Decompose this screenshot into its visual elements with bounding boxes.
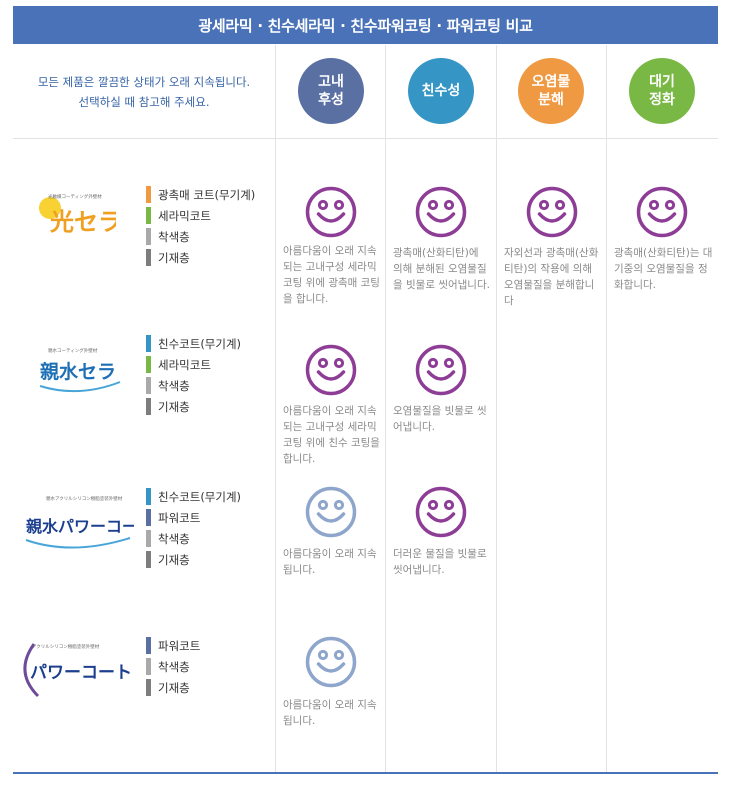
header-label: 대기 bbox=[649, 74, 675, 90]
layer-label: 기재층 bbox=[158, 552, 190, 567]
logo-subtitle: 光触媒コーティング外壁材 bbox=[48, 193, 102, 200]
layer-item: 광촉매 코트(무기계) bbox=[146, 184, 255, 205]
smiley-icon bbox=[305, 636, 357, 688]
cell-description: 아름다움이 오래 지속되는 고내구성 세라믹 코팅 위에 광촉매 코팅을 합니다… bbox=[283, 245, 380, 305]
cell-description: 광촉매(산화티탄)에 의해 분해된 오염물질을 빗물로 씻어냅니다. bbox=[393, 247, 490, 291]
layer-item: 기재층 bbox=[146, 247, 255, 268]
layer-label: 기재층 bbox=[158, 250, 190, 265]
product-logo-shinsui-sera: 親水コーティング外壁材 親水セラ bbox=[39, 347, 121, 393]
bottom-border bbox=[13, 772, 718, 774]
cell-description: 아름다움이 오래 지속됩니다. bbox=[283, 699, 377, 727]
header-label: 정화 bbox=[649, 92, 675, 108]
layer-item: 세라믹코트 bbox=[146, 205, 255, 226]
layer-item: 착색층 bbox=[146, 226, 255, 247]
smiley-icon bbox=[415, 344, 467, 396]
smiley-icon bbox=[305, 344, 357, 396]
column-divider bbox=[496, 45, 497, 772]
layer-label: 세라믹코트 bbox=[158, 208, 211, 223]
layer-item: 착색층 bbox=[146, 656, 200, 677]
header-label: 분해 bbox=[538, 92, 564, 108]
header-divider bbox=[13, 138, 718, 139]
smiley-icon bbox=[305, 486, 357, 538]
layer-label: 세라믹코트 bbox=[158, 357, 211, 372]
layer-item: 기재층 bbox=[146, 396, 241, 417]
layer-item: 기재층 bbox=[146, 549, 241, 570]
header-circle-hydrophilic: 친수성 bbox=[408, 58, 474, 124]
layer-item: 친수코트(무기계) bbox=[146, 486, 241, 507]
page-title: 광세라믹 · 친수세라믹 · 친수파워코팅 · 파워코팅 비교 bbox=[13, 6, 718, 44]
logo-text: 親水パワーコート bbox=[26, 517, 134, 536]
logo-text: 親水セラ bbox=[40, 360, 116, 383]
product-logo-shinsui-power-coat: 親水アクリルシリコン樹脂塗装外壁材 親水パワーコート bbox=[25, 495, 134, 549]
cell-description: 오염물질을 빗물로 씻어냅니다. bbox=[393, 405, 487, 433]
smiley-icon bbox=[636, 186, 688, 238]
layer-label: 착색층 bbox=[158, 229, 190, 244]
layer-item: 친수코트(무기계) bbox=[146, 333, 241, 354]
layer-list: 친수코트(무기계) 세라믹코트 착색층 기재층 bbox=[146, 333, 241, 417]
cell-description: 광촉매(산화티탄)는 대기중의 오염물질을 정화합니다. bbox=[614, 247, 713, 291]
layer-label: 파워코트 bbox=[158, 510, 201, 525]
logo-subtitle: 親水コーティング外壁材 bbox=[48, 347, 98, 354]
column-divider bbox=[606, 45, 607, 772]
logo-text: 光セラ bbox=[49, 208, 116, 236]
layer-item: 기재층 bbox=[146, 677, 200, 698]
column-divider bbox=[385, 45, 386, 772]
smiley-icon bbox=[305, 186, 357, 238]
intro-line-2: 선택하실 때 참고해 주세요. bbox=[78, 95, 210, 109]
cell-description: 아름다움이 오래 지속되는 고내구성 세라믹 코팅 위에 친수 코팅을 합니다. bbox=[283, 405, 380, 465]
layer-label: 기재층 bbox=[158, 399, 190, 414]
smiley-icon bbox=[415, 186, 467, 238]
product-logo-hikari-sera: 光触媒コーティング外壁材 光セラ bbox=[39, 193, 116, 236]
intro-line-1: 모든 제품은 깔끔한 상태가 오래 지속됩니다. bbox=[37, 75, 251, 89]
layer-item: 파워코트 bbox=[146, 635, 200, 656]
logo-subtitle: アクリルシリコン樹脂塗装外壁材 bbox=[32, 643, 100, 650]
layer-label: 착색층 bbox=[158, 659, 190, 674]
smiley-icon bbox=[526, 186, 578, 238]
header-label: 오염물 bbox=[531, 74, 571, 90]
layer-label: 착색층 bbox=[158, 531, 190, 546]
layer-item: 세라믹코트 bbox=[146, 354, 241, 375]
product-logo-power-coat: アクリルシリコン樹脂塗装外壁材 パワーコート bbox=[23, 643, 132, 698]
header-label: 친수성 bbox=[421, 83, 461, 99]
layer-label: 파워코트 bbox=[158, 638, 201, 653]
cell-description: 더러운 물질을 빗물로 씻어냅니다. bbox=[393, 548, 487, 576]
smiley-icon bbox=[415, 486, 467, 538]
header-label: 후성 bbox=[318, 92, 344, 108]
layer-label: 광촉매 코트(무기계) bbox=[158, 187, 256, 202]
column-divider bbox=[275, 45, 276, 772]
layer-item: 착색층 bbox=[146, 375, 241, 396]
layer-list: 파워코트 착색층 기재층 bbox=[146, 635, 200, 698]
layer-item: 착색층 bbox=[146, 528, 241, 549]
layer-list: 친수코트(무기계) 파워코트 착색층 기재층 bbox=[146, 486, 241, 570]
layer-list: 광촉매 코트(무기계) 세라믹코트 착색층 기재층 bbox=[146, 184, 255, 268]
cell-description: 아름다움이 오래 지속됩니다. bbox=[283, 548, 377, 576]
header-label: 고내 bbox=[318, 74, 344, 90]
cell-description: 자외선과 광촉매(산화티탄)의 작용에 의해 오염물질을 분해합니다 bbox=[504, 247, 599, 307]
layer-label: 기재층 bbox=[158, 680, 190, 695]
intro-text: 모든 제품은 깔끔한 상태가 오래 지속됩니다. 선택하실 때 참고해 주세요. bbox=[13, 72, 275, 112]
layer-label: 친수코트(무기계) bbox=[158, 336, 242, 351]
layer-item: 파워코트 bbox=[146, 507, 241, 528]
logo-text: パワーコート bbox=[30, 663, 132, 683]
layer-label: 착색층 bbox=[158, 378, 190, 393]
logo-subtitle: 親水アクリルシリコン樹脂塗装外壁材 bbox=[46, 495, 123, 502]
layer-label: 친수코트(무기계) bbox=[158, 489, 242, 504]
